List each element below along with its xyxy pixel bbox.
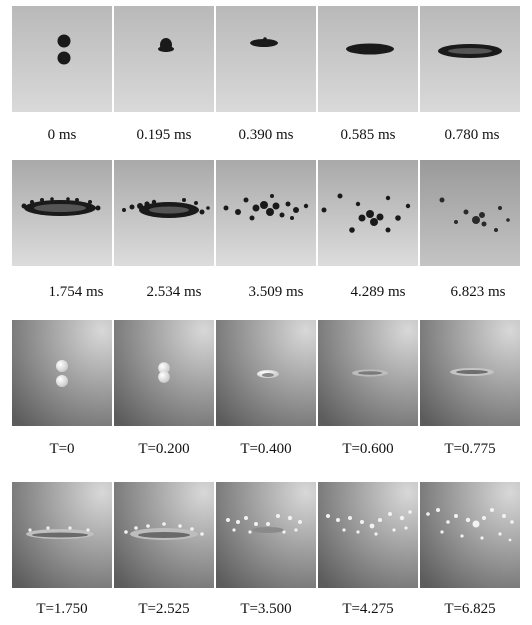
frame-label: T=3.500 — [240, 601, 292, 617]
experiment-frame-0195ms — [114, 6, 214, 112]
experiment-frame-0390ms — [216, 6, 316, 112]
experiment-frame-6823ms — [420, 160, 520, 266]
experiment-frame-4289ms — [318, 160, 418, 266]
simulation-frame-t0400 — [216, 320, 316, 426]
experiment-frame-0780ms — [420, 6, 520, 112]
simulation-frame-t0600 — [318, 320, 418, 426]
frame-label: T=0.775 — [444, 441, 496, 457]
frame-label: T=1.750 — [36, 601, 88, 617]
frame-label: 3.509 ms — [248, 284, 304, 300]
frame-label: 1.754 ms — [48, 284, 104, 300]
frame-label: 0.585 ms — [340, 127, 396, 143]
frame-label: 0.390 ms — [238, 127, 294, 143]
experiment-frame-2534ms — [114, 160, 214, 266]
simulation-frame-t1750 — [12, 482, 112, 588]
simulation-frame-t4275 — [318, 482, 418, 588]
frame-label: T=0.400 — [240, 441, 292, 457]
frame-label: T=0.200 — [138, 441, 190, 457]
frame-label: T=4.275 — [342, 601, 394, 617]
frame-label: 0.780 ms — [444, 127, 500, 143]
simulation-frame-t2525 — [114, 482, 214, 588]
simulation-frame-t3500 — [216, 482, 316, 588]
frame-label: 4.289 ms — [350, 284, 406, 300]
frame-label: 0 ms — [47, 127, 77, 143]
experiment-frame-1754ms — [12, 160, 112, 266]
simulation-frame-t0 — [12, 320, 112, 426]
frame-label: T=2.525 — [138, 601, 190, 617]
simulation-frame-t0200 — [114, 320, 214, 426]
experiment-frame-0585ms — [318, 6, 418, 112]
frame-label: T=0.600 — [342, 441, 394, 457]
frame-label: T=6.825 — [444, 601, 496, 617]
frame-label: 6.823 ms — [450, 284, 506, 300]
frame-label: T=0 — [49, 441, 75, 457]
simulation-frame-t0775 — [420, 320, 520, 426]
frame-label: 2.534 ms — [146, 284, 202, 300]
experiment-frame-3509ms — [216, 160, 316, 266]
simulation-frame-t6825 — [420, 482, 520, 588]
frame-label: 0.195 ms — [136, 127, 192, 143]
experiment-frame-0ms — [12, 6, 112, 112]
